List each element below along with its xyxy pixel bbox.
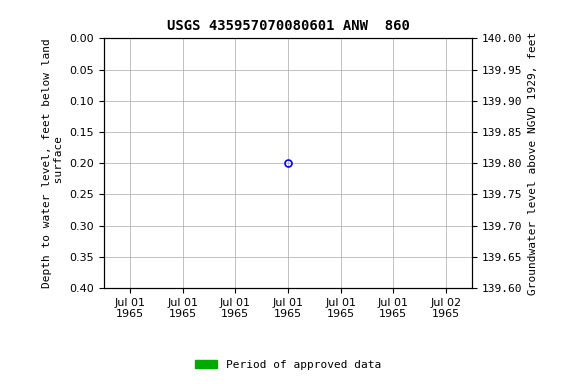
Title: USGS 435957070080601 ANW  860: USGS 435957070080601 ANW 860	[166, 19, 410, 33]
Legend: Period of approved data: Period of approved data	[191, 356, 385, 375]
Y-axis label: Groundwater level above NGVD 1929, feet: Groundwater level above NGVD 1929, feet	[528, 31, 538, 295]
Y-axis label: Depth to water level, feet below land
 surface: Depth to water level, feet below land su…	[42, 38, 64, 288]
